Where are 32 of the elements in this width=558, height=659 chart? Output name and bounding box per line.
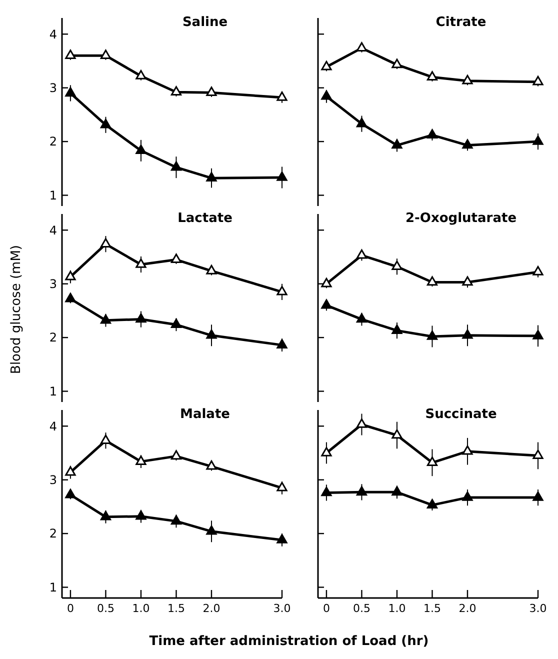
x-axis-title: Time after administration of Load (hr) bbox=[149, 634, 429, 649]
x-tick-label: 1.0 bbox=[388, 602, 406, 615]
chart-title: Succinate bbox=[425, 407, 497, 422]
y-tick-label: 1 bbox=[49, 188, 57, 202]
y-axis-title: Blood glucose (mM) bbox=[9, 245, 24, 374]
x-tick-label: 0 bbox=[322, 602, 330, 615]
y-tick-label: 1 bbox=[49, 580, 57, 594]
chart-title: Citrate bbox=[436, 15, 486, 30]
x-tick-label: 0 bbox=[66, 602, 74, 615]
x-tick-label: 1.0 bbox=[132, 602, 150, 615]
y-tick-label: 2 bbox=[49, 134, 57, 149]
x-tick-label: 1.5 bbox=[423, 602, 441, 615]
chart-title: Saline bbox=[182, 15, 228, 30]
y-tick-label: 4 bbox=[49, 223, 57, 238]
x-tick-label: 3.0 bbox=[273, 602, 291, 615]
chart-title: Malate bbox=[180, 407, 230, 422]
y-tick-label: 4 bbox=[49, 27, 57, 42]
y-tick-label: 2 bbox=[49, 330, 57, 345]
y-tick-label: 3 bbox=[49, 277, 57, 292]
chart-title: Lactate bbox=[178, 211, 233, 226]
y-tick-label: 1 bbox=[49, 384, 57, 398]
x-tick-label: 3.0 bbox=[529, 602, 547, 615]
x-tick-label: 2.0 bbox=[202, 602, 220, 615]
x-tick-label: 2.0 bbox=[458, 602, 476, 615]
y-tick-label: 4 bbox=[49, 419, 57, 434]
y-tick-label: 2 bbox=[49, 526, 57, 541]
chart-title: 2-Oxoglutarate bbox=[405, 211, 517, 226]
x-tick-label: 0.5 bbox=[352, 602, 370, 615]
x-tick-label: 1.5 bbox=[167, 602, 185, 615]
x-tick-label: 0.5 bbox=[96, 602, 114, 615]
y-tick-label: 3 bbox=[49, 81, 57, 96]
y-tick-label: 3 bbox=[49, 473, 57, 488]
